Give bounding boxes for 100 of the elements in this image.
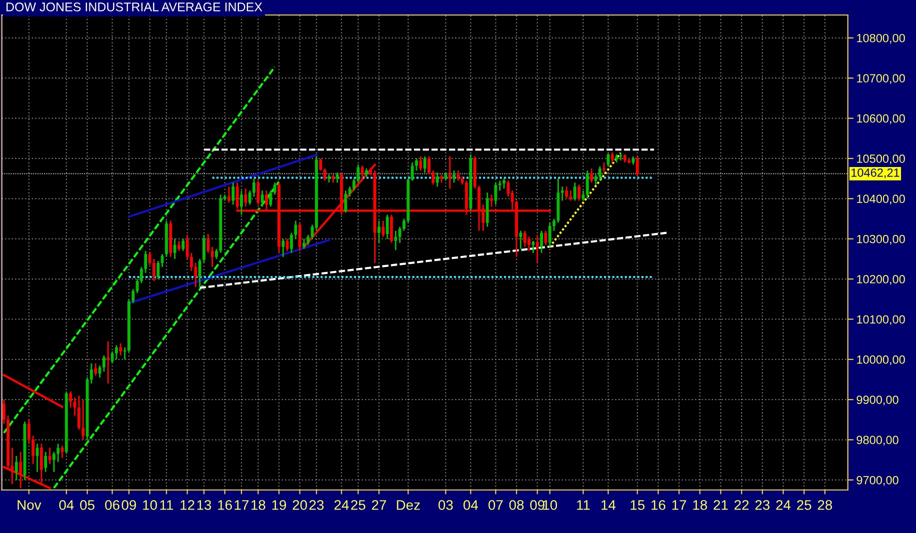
ref-line-label: 10462,21 xyxy=(852,168,900,178)
candlestick xyxy=(82,398,85,440)
x-tick-label: 15 xyxy=(630,500,645,510)
candlestick xyxy=(244,188,248,208)
y-tick-label: 10700,00 xyxy=(857,74,905,84)
candlestick xyxy=(523,230,526,248)
x-tick-label: 25 xyxy=(797,500,812,510)
candlestick xyxy=(44,451,48,473)
candlestick xyxy=(569,190,572,202)
candlestick xyxy=(132,288,135,304)
y-tick-label: 10300,00 xyxy=(857,234,905,245)
candlestick xyxy=(498,180,502,192)
x-tick-label: 24 xyxy=(334,500,349,510)
candlestick xyxy=(565,186,568,200)
candlestick xyxy=(286,238,289,252)
candlestick xyxy=(240,190,243,216)
x-tick-label: 10 xyxy=(143,500,157,510)
candlestick xyxy=(582,190,585,202)
candlestick xyxy=(432,170,435,186)
candlestick xyxy=(548,222,552,248)
candlestick xyxy=(319,158,322,172)
candlestick xyxy=(114,344,118,360)
y-tick-label: 10600,00 xyxy=(857,114,905,124)
candlestick xyxy=(586,170,589,200)
candlestick xyxy=(394,230,398,251)
x-tick-label: 27 xyxy=(372,500,386,510)
x-tick-label: 17 xyxy=(234,500,248,510)
candlestick xyxy=(90,362,93,384)
candlestick xyxy=(519,230,522,250)
x-tick-label: 18 xyxy=(693,500,708,510)
x-tick-label: 19 xyxy=(272,500,286,510)
y-tick-label: 9800,00 xyxy=(856,436,898,446)
x-tick-label: 09 xyxy=(122,500,136,510)
candlestick xyxy=(273,182,276,196)
candlestick xyxy=(410,162,414,182)
candlestick xyxy=(190,252,193,272)
candlestick xyxy=(106,340,110,384)
candlestick xyxy=(144,250,148,274)
candlestick xyxy=(177,240,180,252)
x-tick-label: 21 xyxy=(714,500,728,510)
candlestick xyxy=(560,186,564,202)
x-tick-label: 09 xyxy=(530,500,544,510)
x-tick-label: 28 xyxy=(818,500,832,510)
candlestick xyxy=(290,232,293,254)
candlestick xyxy=(386,214,389,240)
candlestick xyxy=(194,262,198,288)
candlestick xyxy=(494,182,498,206)
candlestick xyxy=(215,248,218,260)
candlestick xyxy=(206,233,210,254)
candlestick xyxy=(336,172,339,184)
candlestick xyxy=(456,170,460,182)
y-tick-label: 9900,00 xyxy=(856,396,898,406)
candlestick xyxy=(606,152,610,168)
candlestick xyxy=(598,166,602,182)
candlestick xyxy=(636,156,639,178)
candlestick xyxy=(594,174,598,186)
candlestick xyxy=(544,230,548,246)
candlestick xyxy=(256,180,260,206)
x-tick-label: 16 xyxy=(652,500,666,510)
candlestick xyxy=(252,178,256,198)
x-tick-label: 03 xyxy=(438,500,453,510)
candlestick xyxy=(156,260,160,280)
candlestick xyxy=(2,398,6,424)
x-tick-label: 11 xyxy=(160,500,173,510)
x-tick-label: Dez xyxy=(396,500,420,510)
candlestick xyxy=(282,238,285,258)
x-tick-label: 23 xyxy=(755,500,770,510)
x-tick-label: 14 xyxy=(602,500,616,510)
candlestick xyxy=(202,234,206,264)
candlestick xyxy=(610,152,614,164)
candlestick xyxy=(228,186,230,204)
candlestick xyxy=(248,190,252,206)
candlestick xyxy=(123,346,126,360)
x-tick-label: 04 xyxy=(463,500,478,510)
candlestick xyxy=(352,178,356,192)
candlestick xyxy=(452,170,456,184)
x-tick-label: 22 xyxy=(734,500,749,510)
y-tick-label: 10000,00 xyxy=(857,355,905,366)
x-tick-label: 24 xyxy=(776,500,791,510)
x-tick-label: 07 xyxy=(488,500,503,510)
candlestick xyxy=(52,451,56,473)
candlestick xyxy=(502,178,506,190)
candlestick xyxy=(69,390,72,408)
y-tick-label: 10200,00 xyxy=(857,275,905,285)
candlestick xyxy=(152,258,156,282)
candlestick xyxy=(140,266,143,284)
candlestick xyxy=(590,168,593,184)
candlestick xyxy=(302,238,306,250)
candlestick xyxy=(398,226,402,244)
candlestick xyxy=(428,156,430,176)
y-tick-label: 10100,00 xyxy=(857,315,905,325)
candlestick xyxy=(232,182,235,206)
candlestick xyxy=(490,194,493,208)
x-tick-label: 16 xyxy=(218,500,232,510)
candlestick xyxy=(56,443,60,463)
candlestick xyxy=(298,222,302,252)
x-tick-label: 05 xyxy=(80,500,94,510)
y-tick-label: 10500,00 xyxy=(857,154,905,164)
x-tick-label: Nov xyxy=(18,500,42,510)
candlestick xyxy=(348,186,352,198)
